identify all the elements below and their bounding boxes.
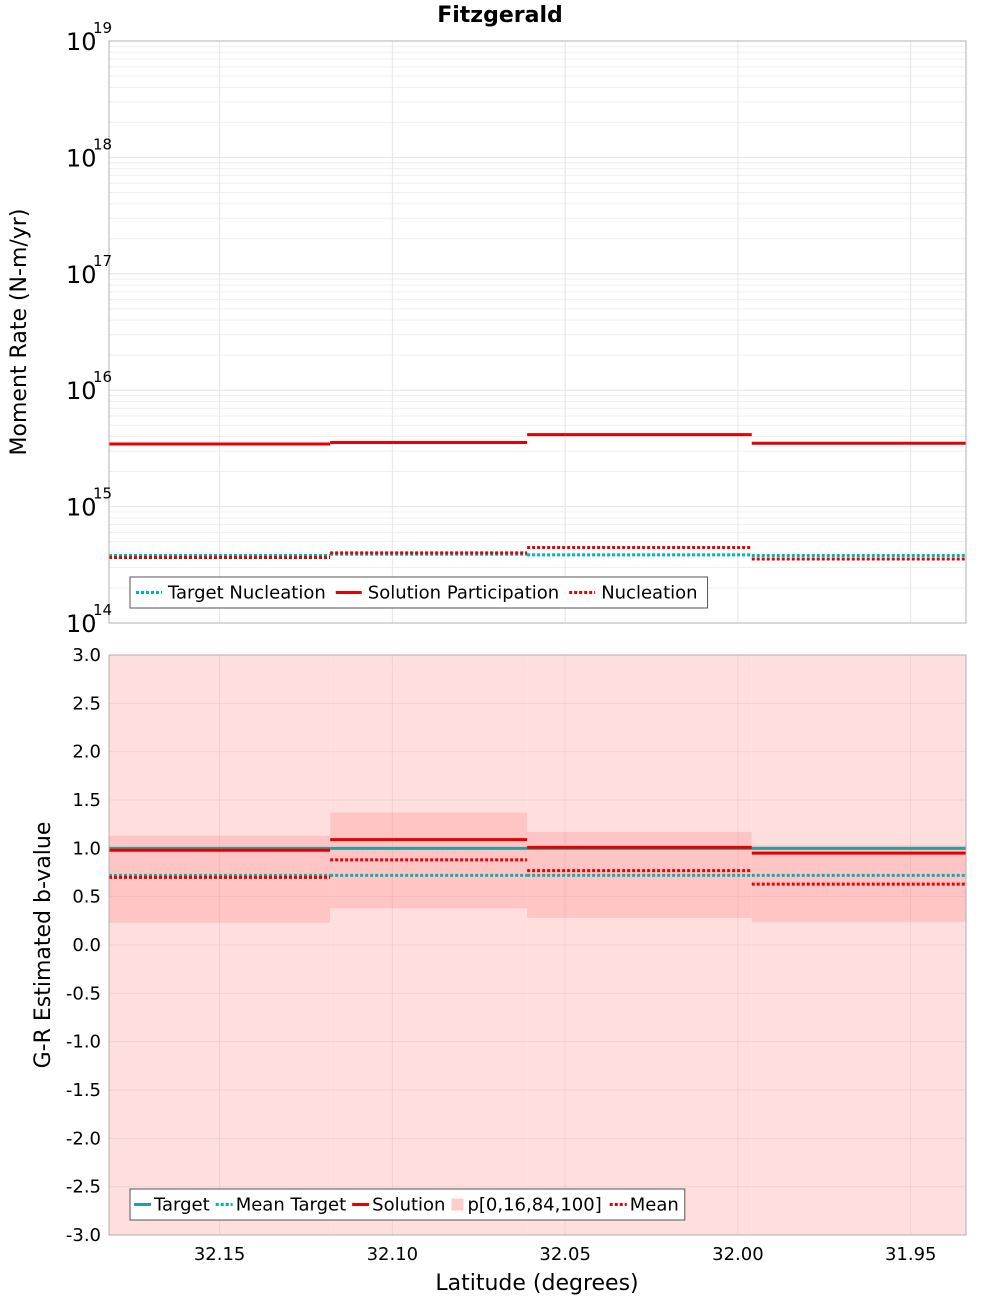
moment-rate-legend-label-2: Nucleation xyxy=(601,583,697,604)
b-value-outer-band-0 xyxy=(109,655,331,1235)
b-value-y-tick-label: 3.0 xyxy=(72,645,101,666)
b-value-plot-frame xyxy=(108,654,967,1236)
moment-rate-legend-label-1: Solution Participation xyxy=(368,583,559,604)
b-value-y-tick-label: 1.0 xyxy=(72,838,101,859)
moment-rate-y-tick-exponent: 14 xyxy=(93,601,112,619)
moment-rate-y-tick-base: 10 xyxy=(66,494,97,522)
b-value-legend-label-3: p[0,16,84,100] xyxy=(467,1195,601,1216)
b-value-y-tick-label: -1.5 xyxy=(66,1080,101,1101)
moment-rate-y-tick-base: 10 xyxy=(66,377,97,405)
b-value-y-tick-label: -2.0 xyxy=(66,1128,101,1149)
b-value-legend-label-2: Solution xyxy=(372,1195,445,1216)
b-value-series xyxy=(109,838,966,886)
b-value-y-tick-label: -2.5 xyxy=(66,1177,101,1198)
b-value-legend-label-4: Mean xyxy=(630,1195,679,1216)
moment-rate-y-tick-base: 10 xyxy=(66,144,97,172)
moment-rate-plot-area xyxy=(109,41,966,623)
b-value-y-tick-label: -0.5 xyxy=(66,983,101,1004)
moment-rate-legend-label-0: Target Nucleation xyxy=(167,583,326,604)
moment-rate-y-tick-exponent: 19 xyxy=(93,19,112,37)
moment-rate-y-tick-exponent: 17 xyxy=(93,252,112,270)
b-value-legend: Target Mean Target Solution p[0,16,84,100] M… xyxy=(129,1188,686,1221)
b-value-y-axis-label: G-R Estimated b-value xyxy=(31,822,56,1069)
b-value-outer-band-2 xyxy=(527,655,752,1235)
chart-title: Fitzgerald xyxy=(437,3,563,28)
b-value-y-tick-label: -3.0 xyxy=(66,1225,101,1246)
moment-rate-grid xyxy=(109,41,966,624)
moment-rate-legend-frame xyxy=(129,576,709,609)
latitude-x-axis-label: Latitude (degrees) xyxy=(435,1271,638,1296)
b-value-legend-swatch-3 xyxy=(451,1198,464,1211)
b-value-legend-label-1: Mean Target xyxy=(236,1195,346,1216)
latitude-x-tick-label: 31.95 xyxy=(885,1244,937,1265)
b-value-panel: 3.0 2.5 2.0 1.5 1.0 0.5 0.0 -0.5 -1.0 -1.5 -2.0 -2.… xyxy=(31,645,967,1296)
b-value-y-tick-label: 0.0 xyxy=(72,935,101,956)
moment-rate-legend: Target Nucleation Solution Participation N… xyxy=(129,576,709,609)
moment-rate-y-tick-base: 10 xyxy=(66,610,97,638)
b-value-y-tick-label: 2.0 xyxy=(72,742,101,763)
moment-rate-y-tick-base: 10 xyxy=(66,28,97,56)
b-value-y-ticks: 3.0 2.5 2.0 1.5 1.0 0.5 0.0 -0.5 -1.0 -1.5 -2.0 -2.… xyxy=(66,645,101,1246)
latitude-x-tick-label: 32.15 xyxy=(194,1244,246,1265)
latitude-x-ticks: 32.15 32.10 32.05 32.00 31.95 xyxy=(194,1244,937,1265)
b-value-y-tick-label: 2.5 xyxy=(72,693,101,714)
b-value-outer-band-3 xyxy=(751,655,966,1235)
b-value-outer-band-1 xyxy=(330,655,528,1235)
moment-rate-series xyxy=(109,433,966,561)
b-value-y-tick-label: 1.5 xyxy=(72,790,101,811)
moment-rate-y-tick-base: 10 xyxy=(66,261,97,289)
moment-rate-y-axis-label: Moment Rate (N-m/yr) xyxy=(7,209,32,456)
b-value-y-tick-label: -1.0 xyxy=(66,1032,101,1053)
latitude-x-tick-label: 32.05 xyxy=(539,1244,591,1265)
moment-rate-y-tick-exponent: 15 xyxy=(93,485,112,503)
b-value-y-tick-label: 0.5 xyxy=(72,887,101,908)
latitude-x-tick-label: 32.10 xyxy=(367,1244,419,1265)
b-value-legend-label-0: Target xyxy=(153,1195,210,1216)
moment-rate-y-tick-exponent: 16 xyxy=(93,368,112,386)
latitude-x-tick-label: 32.00 xyxy=(712,1244,764,1265)
moment-rate-y-tick-exponent: 18 xyxy=(93,135,112,153)
moment-rate-plot-frame xyxy=(108,40,967,624)
